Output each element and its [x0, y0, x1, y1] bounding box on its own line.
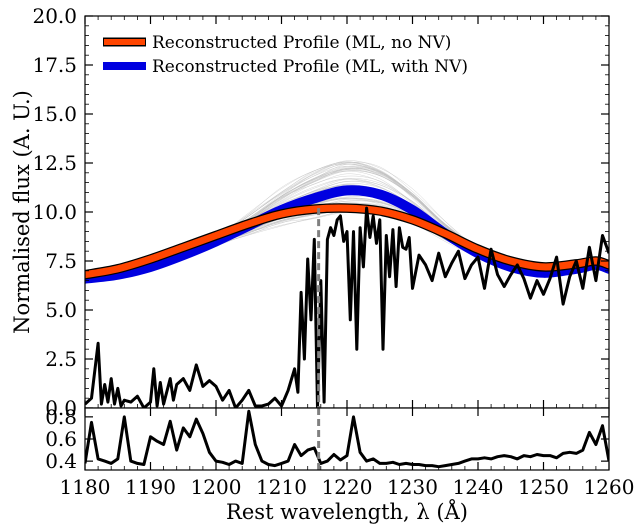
x-tick-label: 1210 [256, 475, 307, 499]
residual-y-ticks: 0.40.60.8 [45, 405, 609, 473]
main-panel: 0.0 2.5 5.0 7.5 10.0 12.5 15.0 17.5 20.0 Normali… [10, 4, 610, 420]
residual-panel: 0.40.60.8 1180 1190 1200 1210 1220 1230 1240 12… [45, 405, 634, 524]
y-tick-label: 7.5 [45, 249, 77, 273]
y-tick-label: 0.0 [45, 396, 77, 420]
residual-y-tick-label: 0.4 [45, 449, 77, 473]
y-tick-label: 2.5 [45, 347, 77, 371]
x-tick-label: 1240 [453, 475, 504, 499]
x-axis-label: Rest wavelength, λ (Å) [226, 499, 468, 524]
residual-series-layer [85, 409, 609, 469]
x-tick-label: 1190 [125, 475, 176, 499]
series-line-observed-flux [85, 206, 609, 408]
main-y-ticks: 0.0 2.5 5.0 7.5 10.0 12.5 15.0 17.5 20.0 [32, 4, 609, 420]
legend: Reconstructed Profile (ML, no NV) Recons… [103, 33, 468, 77]
x-tick-label: 1260 [584, 475, 635, 499]
y-tick-label: 12.5 [32, 151, 77, 175]
y-tick-label: 17.5 [32, 53, 77, 77]
x-tick-label: 1200 [191, 475, 242, 499]
y-tick-label: 10.0 [32, 200, 77, 224]
series-line-no-nv [85, 204, 609, 279]
residual-y-tick-label: 0.8 [45, 405, 77, 429]
series-line-residual [85, 409, 609, 469]
main-y-axis-label: Normalised flux (A. U.) [10, 90, 34, 334]
main-series-layer [85, 185, 609, 408]
residual-x-ticks: 1180 1190 1200 1210 1220 1230 1240 1250 1260 [60, 408, 635, 499]
y-tick-label: 20.0 [32, 4, 77, 28]
y-tick-label: 5.0 [45, 298, 77, 322]
y-tick-label: 15.0 [32, 102, 77, 126]
x-tick-label: 1180 [60, 475, 111, 499]
residual-plot-background [85, 408, 609, 470]
legend-label-no-nv: Reconstructed Profile (ML, no NV) [152, 33, 451, 53]
series-line-with-nv [85, 185, 609, 284]
x-tick-label: 1230 [387, 475, 438, 499]
residual-y-tick-label: 0.6 [45, 427, 77, 451]
main-x-ticks [84, 16, 610, 408]
x-tick-label: 1250 [518, 475, 569, 499]
x-tick-label: 1220 [322, 475, 373, 499]
legend-label-with-nv: Reconstructed Profile (ML, with NV) [152, 57, 468, 77]
